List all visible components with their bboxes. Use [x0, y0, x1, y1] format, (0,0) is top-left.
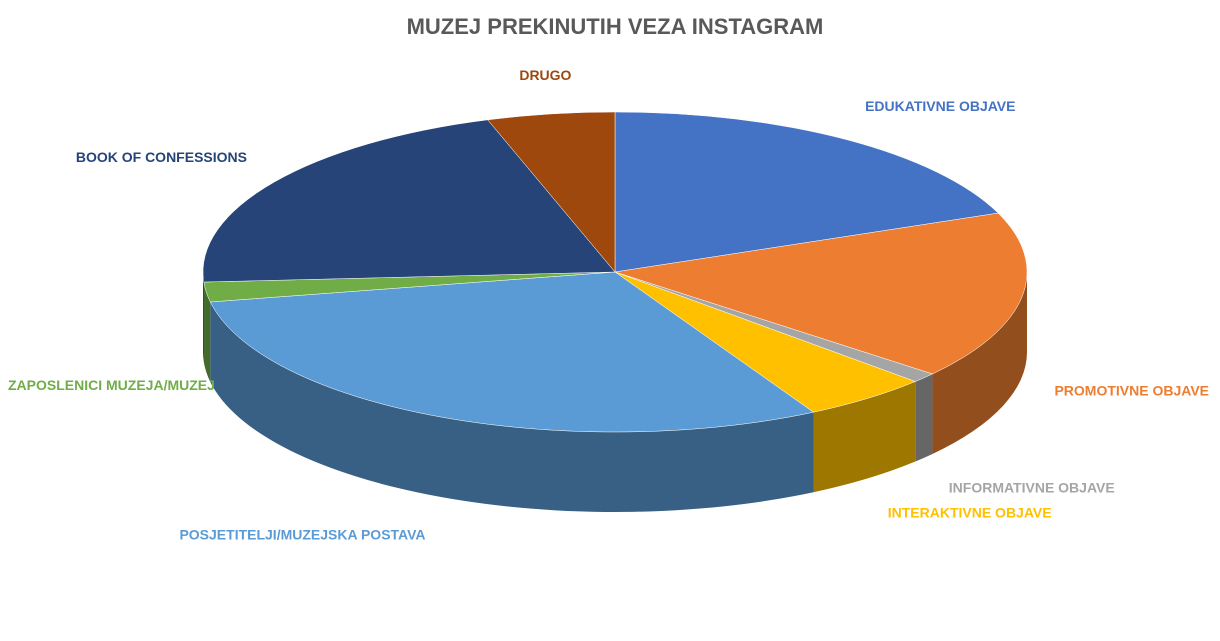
slice-side — [203, 272, 204, 363]
data-label: DRUGO — [519, 67, 571, 83]
chart-title: MUZEJ PREKINUTIH VEZA INSTAGRAM — [407, 14, 824, 39]
slice-side — [210, 301, 814, 512]
slice — [487, 111, 616, 273]
data-label: ZAPOSLENICI MUZEJA/MUZEJ — [8, 377, 215, 393]
data-label: INTERAKTIVNE OBJAVE — [888, 504, 1052, 520]
data-label: INFORMATIVNE OBJAVE — [949, 480, 1115, 496]
data-label: BOOK OF CONFESSIONS — [76, 149, 247, 165]
data-label: PROMOTIVNE OBJAVE — [1054, 383, 1209, 399]
slice-side — [915, 373, 933, 462]
slice — [209, 271, 815, 433]
data-label: EDUKATIVNE OBJAVE — [865, 98, 1015, 114]
slice — [202, 119, 616, 283]
slice-side — [932, 272, 1027, 454]
slice — [614, 111, 999, 273]
slice-side — [813, 381, 916, 493]
data-label: POSJETITELJI/MUZEJSKA POSTAVA — [179, 526, 425, 542]
slice-side — [203, 282, 211, 382]
slice — [614, 212, 1028, 375]
